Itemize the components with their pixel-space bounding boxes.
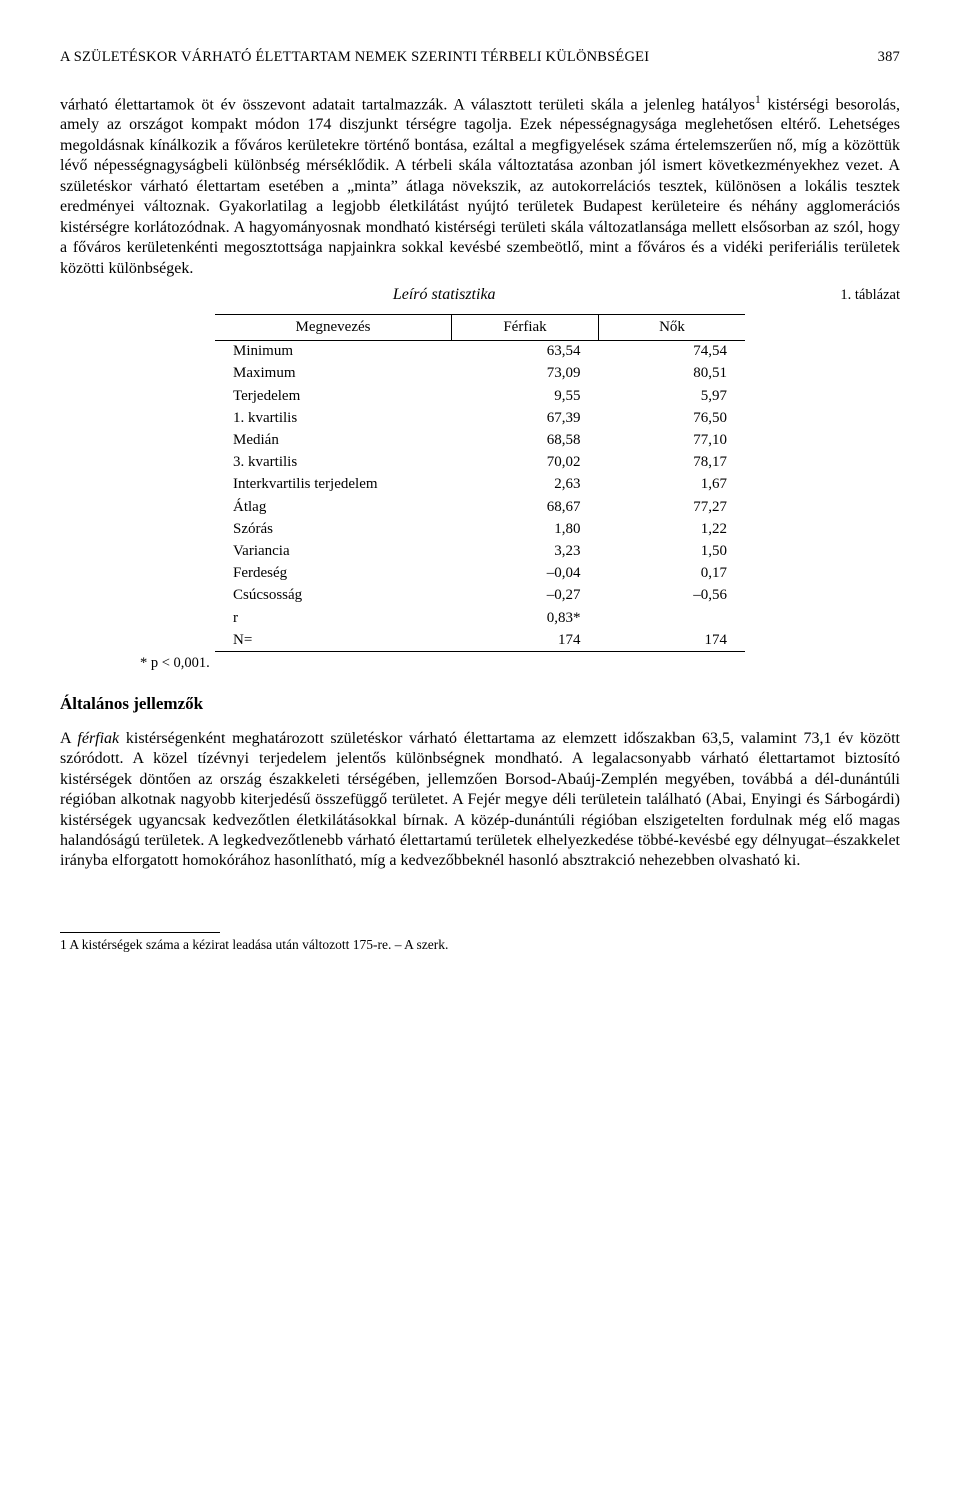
table-cell-value: 1,67: [599, 474, 746, 496]
table-cell-value: 68,58: [452, 430, 599, 452]
table-cell-label: Terjedelem: [215, 385, 452, 407]
table-number-label: 1. táblázat: [840, 286, 900, 305]
table-cell-label: N=: [215, 629, 452, 652]
table-cell-value: 74,54: [599, 340, 746, 363]
table-cell-value: 1,80: [452, 518, 599, 540]
running-head: A SZÜLETÉSKOR VÁRHATÓ ÉLETTARTAM NEMEK S…: [60, 48, 900, 67]
table-caption-row: Leíró statisztika 1. táblázat: [60, 285, 900, 305]
table-cell-value: 76,50: [599, 407, 746, 429]
page-footnote: 1 A kistérségek száma a kézirat leadása …: [60, 936, 900, 953]
table-cell-label: Szórás: [215, 518, 452, 540]
table-row: r0,83*: [215, 607, 745, 629]
table-cell-label: Interkvartilis terjedelem: [215, 474, 452, 496]
table-cell-label: Átlag: [215, 496, 452, 518]
table-cell-value: 80,51: [599, 363, 746, 385]
table-cell-value: –0,56: [599, 585, 746, 607]
table-cell-label: 1. kvartilis: [215, 407, 452, 429]
table-row: 1. kvartilis67,3976,50: [215, 407, 745, 429]
table-row: 3. kvartilis70,0278,17: [215, 452, 745, 474]
table-cell-value: 78,17: [599, 452, 746, 474]
table-row: Átlag68,6777,27: [215, 496, 745, 518]
section-heading: Általános jellemzők: [60, 693, 900, 715]
table-footnote: * p < 0,001.: [140, 654, 900, 673]
body-paragraph-2: A férfiak kistérségenként meghatározott …: [60, 729, 900, 872]
table-cell-label: Minimum: [215, 340, 452, 363]
table-cell-label: Ferdeség: [215, 563, 452, 585]
table-cell-value: 68,67: [452, 496, 599, 518]
table-cell-value: –0,27: [452, 585, 599, 607]
table-cell-value: 77,10: [599, 430, 746, 452]
table-cell-value: 174: [452, 629, 599, 652]
table-cell-value: 1,22: [599, 518, 746, 540]
table-cell-value: 67,39: [452, 407, 599, 429]
table-cell-label: Csúcsosság: [215, 585, 452, 607]
table-row: Variancia3,231,50: [215, 540, 745, 562]
table-row: Csúcsosság–0,27–0,56: [215, 585, 745, 607]
table-cell-label: r: [215, 607, 452, 629]
table-cell-value: 174: [599, 629, 746, 652]
table-row: Interkvartilis terjedelem2,631,67: [215, 474, 745, 496]
table-cell-value: 1,50: [599, 540, 746, 562]
table-cell-value: 63,54: [452, 340, 599, 363]
table-cell-value: 5,97: [599, 385, 746, 407]
body-paragraph-1: várható élettartamok öt év összevont ada…: [60, 93, 900, 280]
table-cell-label: Medián: [215, 430, 452, 452]
table-cell-value: 70,02: [452, 452, 599, 474]
running-head-page-number: 387: [878, 48, 900, 67]
table-title: Leíró statisztika: [60, 285, 828, 305]
table-cell-value: 0,17: [599, 563, 746, 585]
table-cell-value: 0,83*: [452, 607, 599, 629]
table-header-col2: Nők: [599, 314, 746, 340]
table-cell-label: Variancia: [215, 540, 452, 562]
table-cell-value: –0,04: [452, 563, 599, 585]
table-row: Terjedelem9,555,97: [215, 385, 745, 407]
table-cell-value: 77,27: [599, 496, 746, 518]
table-header-col1: Férfiak: [452, 314, 599, 340]
table-row: Ferdeség–0,040,17: [215, 563, 745, 585]
running-head-title: A SZÜLETÉSKOR VÁRHATÓ ÉLETTARTAM NEMEK S…: [60, 48, 649, 67]
table-cell-label: Maximum: [215, 363, 452, 385]
table-row: Medián68,5877,10: [215, 430, 745, 452]
descriptive-statistics-table: Megnevezés Férfiak Nők Minimum63,5474,54…: [215, 314, 745, 653]
table-row: Szórás1,801,22: [215, 518, 745, 540]
table-header-name: Megnevezés: [215, 314, 452, 340]
table-row: N=174174: [215, 629, 745, 652]
table-row: Maximum73,0980,51: [215, 363, 745, 385]
table-cell-value: [599, 607, 746, 629]
footnote-separator: [60, 932, 220, 933]
table-cell-value: 2,63: [452, 474, 599, 496]
table-cell-label: 3. kvartilis: [215, 452, 452, 474]
table-cell-value: 73,09: [452, 363, 599, 385]
table-cell-value: 3,23: [452, 540, 599, 562]
table-cell-value: 9,55: [452, 385, 599, 407]
table-header-row: Megnevezés Férfiak Nők: [215, 314, 745, 340]
table-row: Minimum63,5474,54: [215, 340, 745, 363]
